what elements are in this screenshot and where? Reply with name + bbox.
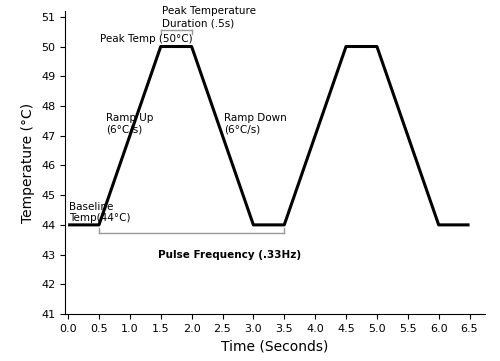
Text: Ramp Down
(6°C/s): Ramp Down (6°C/s) <box>224 113 286 135</box>
X-axis label: Time (Seconds): Time (Seconds) <box>222 339 328 353</box>
Text: Peak Temperature
Duration (.5s): Peak Temperature Duration (.5s) <box>162 6 256 28</box>
Text: Ramp Up
(6°C/s): Ramp Up (6°C/s) <box>106 113 154 135</box>
Text: Peak Temp (50°C): Peak Temp (50°C) <box>100 34 193 44</box>
Text: Pulse Frequency (.33Hz): Pulse Frequency (.33Hz) <box>158 250 301 260</box>
Y-axis label: Temperature (°C): Temperature (°C) <box>22 103 36 222</box>
Text: Baseline
Temp(44°C): Baseline Temp(44°C) <box>70 202 131 223</box>
